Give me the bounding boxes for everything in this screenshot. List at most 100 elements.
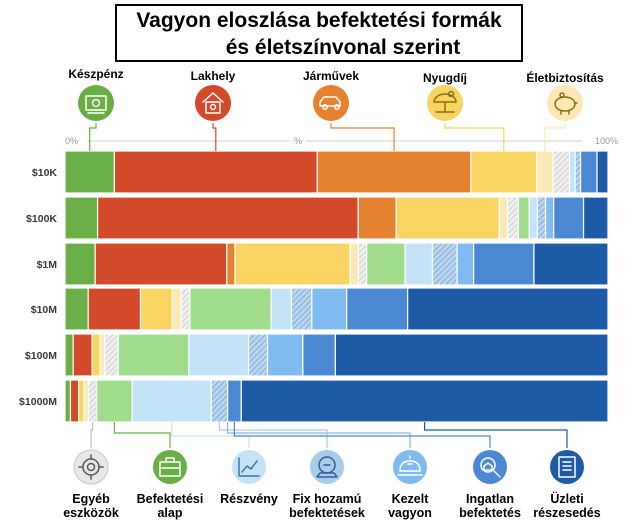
category-label: $10M: [31, 304, 58, 316]
bar-segment-life: [536, 150, 554, 194]
category-label: $1000M: [19, 396, 57, 408]
bar-segment-realestate: [227, 379, 242, 423]
connector-line: [212, 123, 217, 151]
connector-line: [233, 422, 491, 448]
bar-segment-fixed: [210, 379, 229, 423]
legend-label: eszközök: [63, 506, 119, 520]
bar-segment-fixed: [431, 242, 458, 286]
legend-label: Készpénz: [68, 67, 123, 81]
bar-segment-equity: [188, 333, 250, 377]
bar-segment-business: [334, 333, 609, 377]
business-share-icon: [550, 450, 584, 484]
bar-segment-vehicles: [357, 196, 397, 240]
legend-label: Részvény: [220, 492, 278, 506]
legend-label: Nyugdíj: [423, 71, 467, 85]
car-icon: [313, 85, 349, 121]
bar-segment-pension: [395, 196, 501, 240]
bar-segment-funds: [96, 379, 133, 423]
bar-segment-realestate: [346, 287, 409, 331]
bar-segment-life: [498, 196, 509, 240]
connector-line: [544, 123, 566, 151]
managed-wealth-icon: [393, 450, 427, 484]
bar-segment-other: [104, 333, 119, 377]
bar-segment-realestate: [553, 196, 585, 240]
bar-segment-other: [506, 196, 520, 240]
bar-segment-realestate: [473, 242, 535, 286]
bar-segment-funds: [117, 333, 190, 377]
bar-segment-pension: [139, 287, 174, 331]
legend-label: vagyon: [388, 506, 432, 520]
piggy-bank-icon: [547, 85, 583, 121]
legend-label: alap: [157, 506, 182, 520]
bar-segment-fixed: [574, 150, 582, 194]
car-glyph: [319, 96, 341, 110]
bar-segment-equity: [270, 287, 293, 331]
fixed-income-icon: [310, 450, 344, 484]
bar-segment-cash: [64, 150, 115, 194]
bar-segment-other: [87, 379, 98, 423]
axis-layer: 0%% 100% $10K $100K $1M $10M $100M $1000M: [19, 136, 618, 408]
bar-segment-managed: [266, 333, 304, 377]
legend-label: Életbiztosítás: [526, 70, 604, 85]
connector-line: [89, 123, 97, 151]
magnifier-glyph: [480, 457, 501, 478]
house-icon: [195, 85, 231, 121]
pension-glyph: [433, 90, 457, 113]
bar-segment-pension: [91, 333, 101, 377]
house-glyph: [202, 92, 224, 114]
gear-glyph: [78, 454, 104, 480]
connector-line: [90, 422, 94, 448]
bar-segment-other: [357, 242, 368, 286]
legend-label: Egyéb: [72, 492, 110, 506]
cash-icon: [78, 85, 114, 121]
legend-label: befektetések: [289, 506, 365, 520]
bar-segment-housing: [87, 287, 142, 331]
legend-label: Fix hozamú: [293, 492, 362, 506]
axis-label-right: 100%: [595, 136, 618, 146]
legend-label: Üzleti: [550, 491, 583, 506]
legend-label: Lakhely: [191, 69, 236, 83]
gear-icon: [73, 449, 109, 485]
bar-segment-funds: [366, 242, 406, 286]
briefcase-icon: [153, 450, 187, 484]
category-label: $10K: [32, 167, 58, 179]
bar-segment-housing: [72, 333, 93, 377]
bar-segment-business: [533, 242, 609, 286]
connector-line: [113, 422, 171, 448]
cash-glyph: [85, 95, 107, 114]
axis-label-left: 0%: [65, 136, 78, 146]
bar-segment-life: [99, 333, 106, 377]
connector-line: [171, 422, 250, 448]
bar-segment-other: [552, 150, 571, 194]
bar-segment-business: [240, 379, 609, 423]
bar-segment-business: [407, 287, 609, 331]
chart-title-line-2: és életszínvonal szerint: [225, 36, 461, 59]
briefcase-glyph: [159, 457, 181, 477]
bar-segment-cash: [64, 196, 99, 240]
connector-line: [444, 123, 505, 151]
category-label: $1M: [37, 259, 58, 271]
bar-segment-pension: [78, 379, 85, 423]
bar-segment-equity: [404, 242, 434, 286]
legend-label: befektetés: [459, 506, 521, 520]
bar-segment-realestate: [579, 150, 598, 194]
bar-segment-housing: [94, 242, 228, 286]
legend-label: Járművek: [303, 69, 359, 83]
bar-segment-life: [349, 242, 360, 286]
bar-segment-fixed: [290, 287, 313, 331]
legend-label: Ingatlan: [466, 492, 514, 506]
bar-segment-funds: [189, 287, 272, 331]
bar-segment-equity: [569, 150, 576, 194]
legend-label: Befektetési: [137, 492, 204, 506]
legend-connectors: [89, 123, 568, 448]
chart-title-line-1: Vagyon eloszlása befektetési formák: [136, 9, 502, 32]
bar-segment-pension: [470, 150, 538, 194]
bar-segment-fixed: [536, 196, 547, 240]
bar-segment-managed: [544, 196, 555, 240]
connector-line: [227, 422, 411, 448]
bar-segment-managed: [311, 287, 348, 331]
bar-segment-housing: [96, 196, 359, 240]
bar-segment-cash: [64, 333, 74, 377]
chart-title-box: Vagyon eloszlása befektetési formák és é…: [115, 4, 523, 62]
